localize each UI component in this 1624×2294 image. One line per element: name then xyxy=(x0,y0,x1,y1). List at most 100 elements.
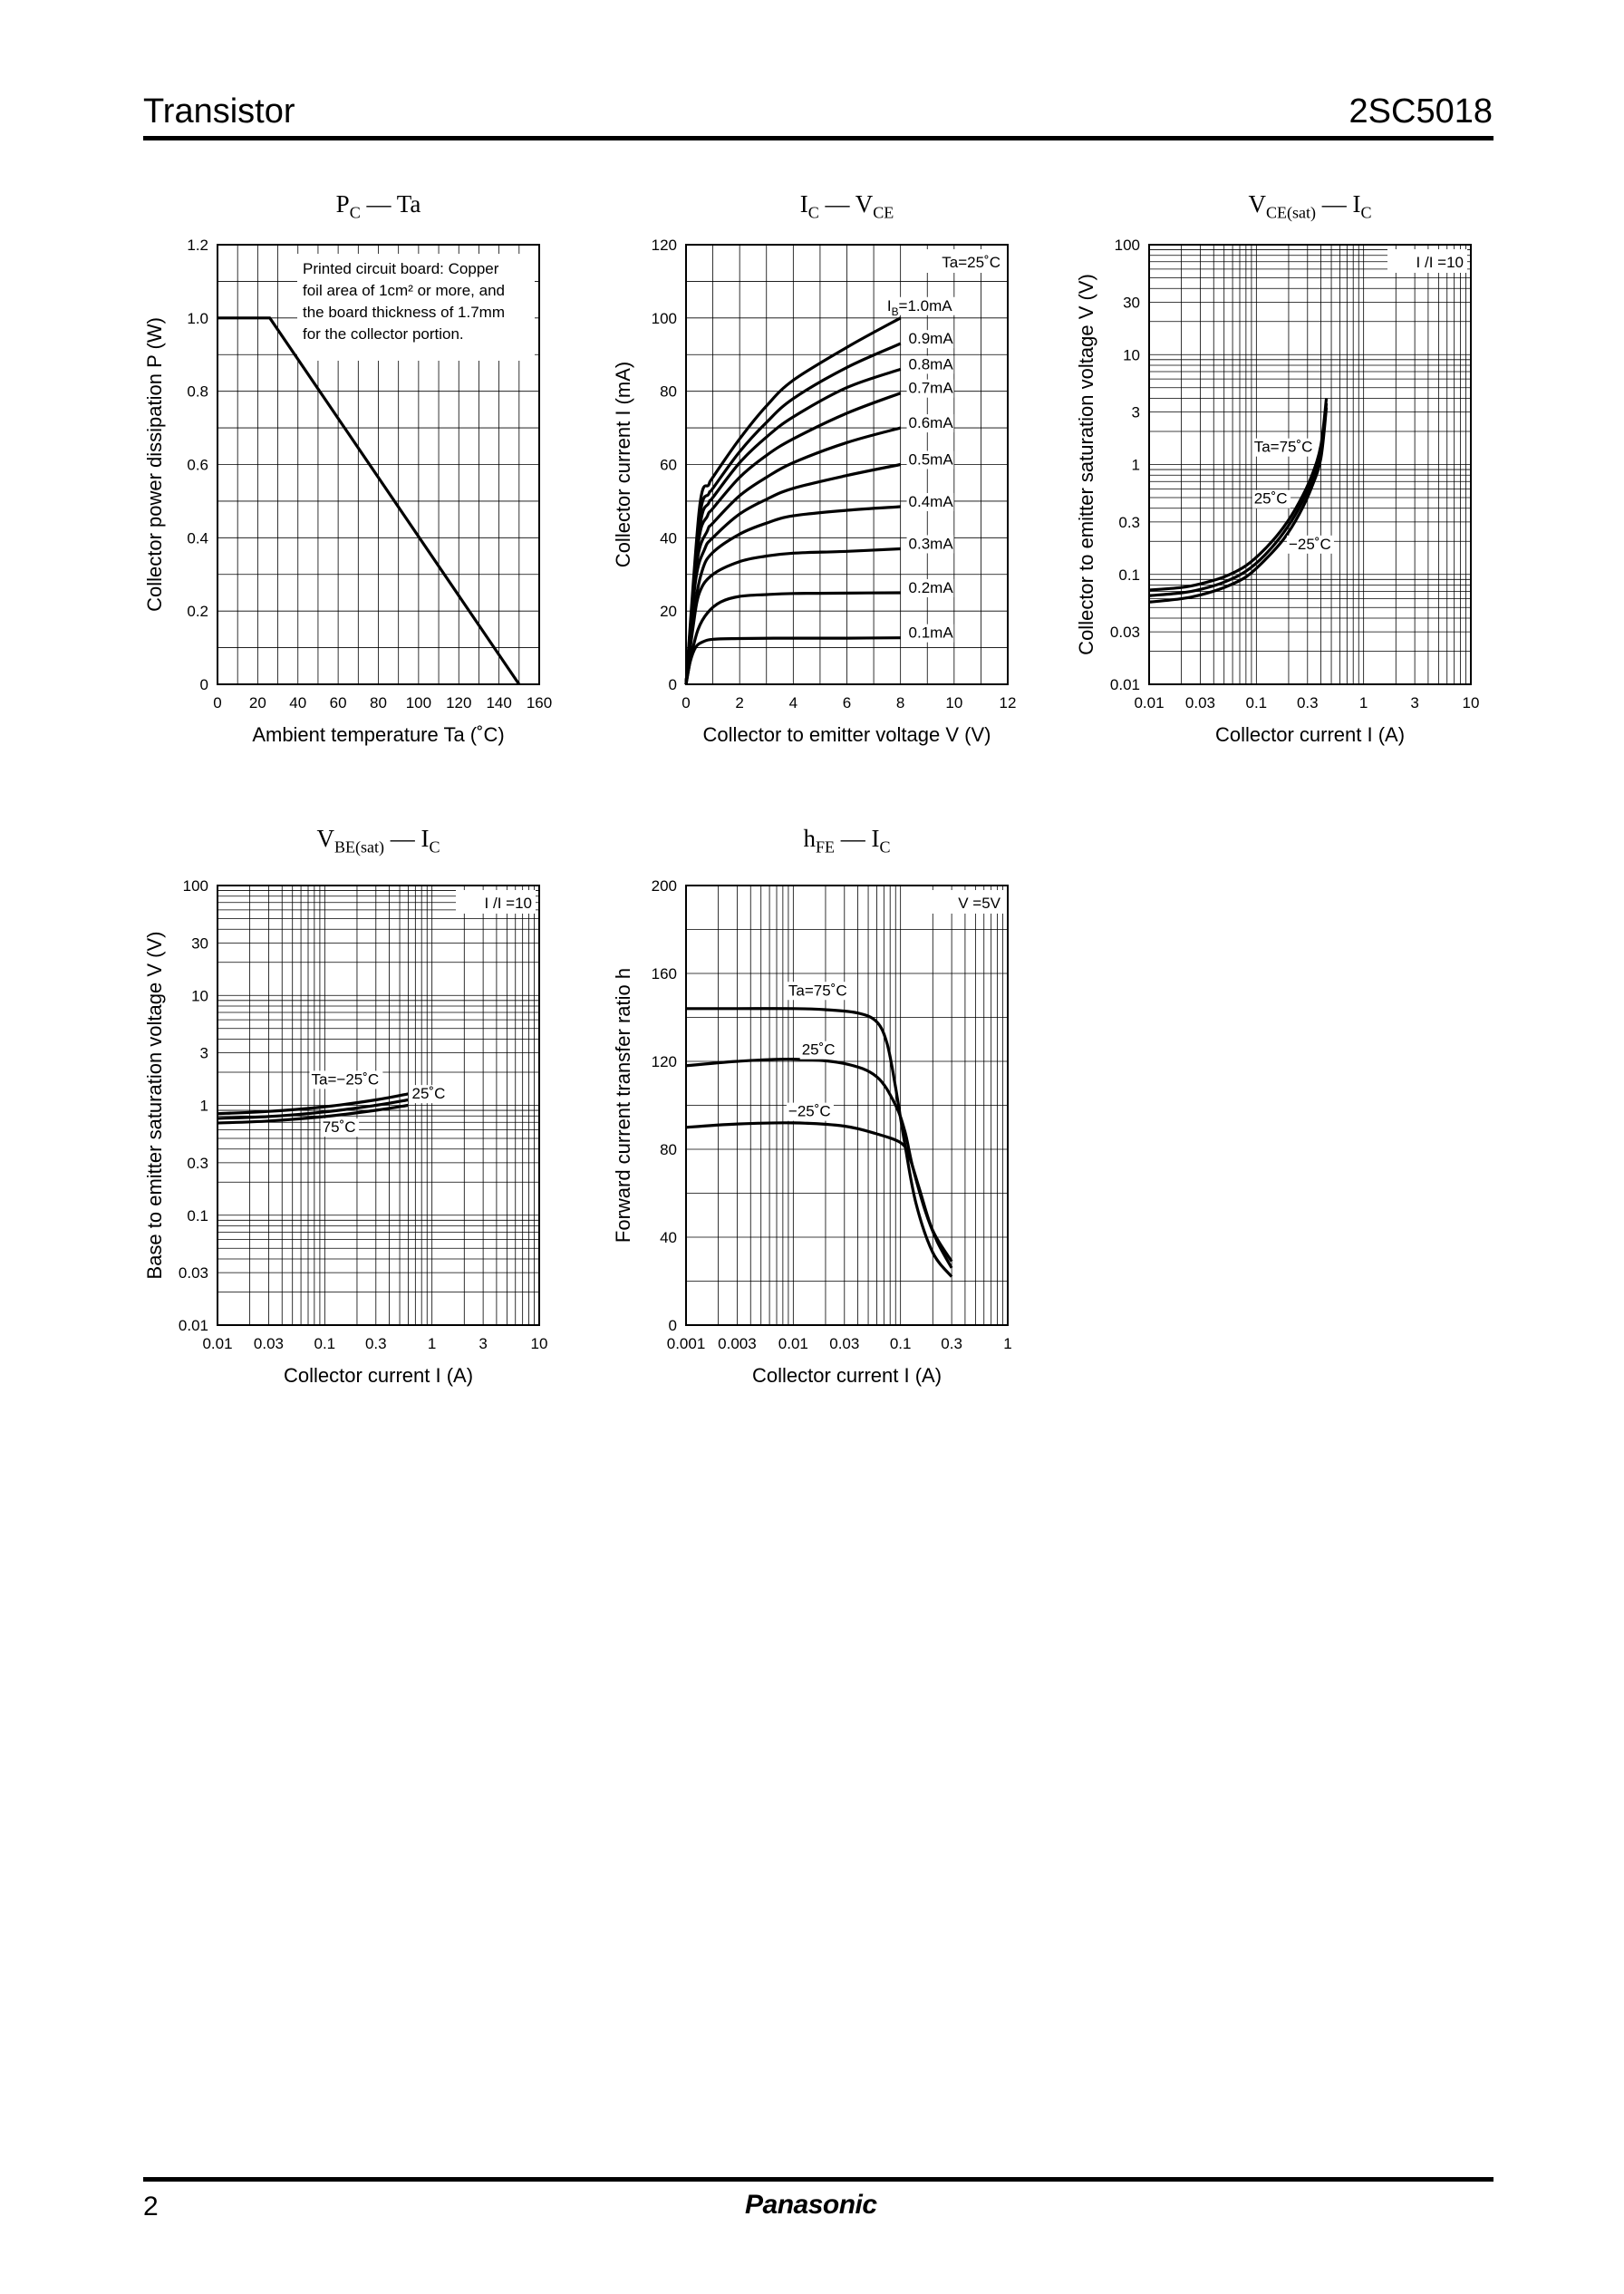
vcesat-ic-ylabel: Collector to emitter saturation voltage … xyxy=(1075,274,1097,655)
ic-vce-chart: 0 2 4 6 8 10 12 0 20 40 60 80 100 120 Collector to emi… xyxy=(612,237,1016,746)
pc-ta-note-bg xyxy=(297,254,535,361)
vbesat-ic-ytick-label: 1 xyxy=(200,1098,208,1115)
ic-vce-xtick-label: 0 xyxy=(682,694,690,711)
pc-ta-title: PC — Ta xyxy=(335,190,421,222)
pc-ta-note-line: Printed circuit board: Copper xyxy=(303,260,499,277)
vbesat-ic-series-1 xyxy=(217,1092,409,1116)
vcesat-ic-curve-label: Ta=75˚C xyxy=(1254,439,1313,456)
pc-ta-xtick-label: 60 xyxy=(330,694,347,711)
vbesat-ic-condition-bg xyxy=(456,890,536,914)
ic-vce-ytick-label: 80 xyxy=(660,383,677,401)
vcesat-ic-label-bg xyxy=(1252,438,1317,457)
vcesat-ic-ytick-label: 1 xyxy=(1132,457,1140,474)
pc-ta-ytick-label: 1.2 xyxy=(187,237,208,254)
vbesat-ic-xlabel: Collector current I (A) xyxy=(284,1364,473,1387)
hfe-ic-condition: V =5V xyxy=(958,895,1000,912)
ic-vce-xtick-label: 6 xyxy=(843,694,851,711)
pc-ta-plot: 0 20 40 60 80 100 120 140 160 0 0.2 0.4 0.6 0.8 1.0 1.2… xyxy=(143,237,552,746)
pc-ta-xtick-label: 80 xyxy=(370,694,387,711)
hfe-ic-xtick-label: 0.3 xyxy=(941,1335,962,1352)
vcesat-ic-xtick-label: 0.01 xyxy=(1134,694,1164,711)
vbesat-ic-xtick-label: 0.01 xyxy=(202,1335,232,1352)
hfe-ic-xtick-label: 0.001 xyxy=(667,1335,706,1352)
vcesat-ic-plot: 0.01 0.03 0.1 0.3 1 3 10 0.01 0.03 0.1 0.3 1 3 10 30 10… xyxy=(1075,237,1479,746)
brand-logo: Panasonic xyxy=(745,2190,877,2220)
hfe-ic-xtick-label: 1 xyxy=(1003,1335,1011,1352)
ic-vce-label-bg xyxy=(906,379,954,398)
vcesat-ic-ytick-label: 100 xyxy=(1115,237,1140,254)
vcesat-ic-frame xyxy=(1148,244,1472,685)
ic-vce-series-2 xyxy=(684,591,901,685)
ic-vce-label-bg xyxy=(884,296,959,315)
vcesat-ic-ytick-label: 0.03 xyxy=(1110,624,1140,641)
ic-vce-curve-label: 0.5mA xyxy=(909,451,954,469)
vbesat-ic-chart: 0.01 0.03 0.1 0.3 1 3 10 0.01 0.03 0.1 0.3 1 3 10 30 10… xyxy=(143,877,547,1387)
vcesat-ic-series-2 xyxy=(1148,402,1329,597)
hfe-ic-curve-label: −25˚C xyxy=(788,1103,831,1120)
hfe-ic-series-3 xyxy=(685,1121,953,1263)
ic-vce-xlabel: Collector to emitter voltage V (V) xyxy=(703,723,991,746)
part-number: 2SC5018 xyxy=(1348,92,1493,131)
vbesat-ic-label-bg xyxy=(410,1085,449,1104)
ic-vce-curve-label: 0.2mA xyxy=(909,579,954,596)
vcesat-ic-xtick-label: 10 xyxy=(1463,694,1480,711)
hfe-ic-grid xyxy=(685,885,1009,1326)
ic-vce-label-bg xyxy=(906,355,954,374)
ic-vce-curve-label: 0.7mA xyxy=(909,380,954,397)
vcesat-ic-label-bg xyxy=(1286,535,1334,554)
ic-vce-ytick-label: 120 xyxy=(652,237,677,254)
ic-vce-label-bg xyxy=(906,450,954,469)
ic-vce-series-4 xyxy=(684,505,901,685)
ic-vce-curve-label: 0.6mA xyxy=(909,414,954,431)
pc-ta-note-line: the board thickness of 1.7mm xyxy=(303,304,505,321)
vbesat-ic-grid xyxy=(217,885,540,1326)
vbesat-ic-xtick-label: 1 xyxy=(428,1335,436,1352)
ic-vce-ytick-label: 100 xyxy=(652,310,677,327)
pc-ta-ylabel: Collector power dissipation P (W) xyxy=(143,317,166,612)
vcesat-ic-xtick-label: 1 xyxy=(1359,694,1368,711)
vbesat-ic-ytick-label: 10 xyxy=(191,987,208,1004)
ic-vce-condition-bg xyxy=(914,249,1004,273)
ic-vce-xtick-label: 10 xyxy=(945,694,962,711)
pc-ta-ytick-label: 0.4 xyxy=(187,529,208,547)
vbesat-ic-condition: I /I =10 xyxy=(485,895,532,912)
ic-vce-ytick-label: 40 xyxy=(660,529,677,547)
header-rule xyxy=(143,136,1494,140)
document-category: Transistor xyxy=(143,92,295,131)
hfe-ic-xtick-label: 0.003 xyxy=(718,1335,757,1352)
vcesat-ic-curve-label: −25˚C xyxy=(1289,536,1331,553)
ic-vce-grid xyxy=(685,244,1009,685)
hfe-ic-curve-label: 25˚C xyxy=(802,1041,836,1059)
vbesat-ic-ytick-label: 3 xyxy=(200,1045,208,1062)
vcesat-ic-ytick-label: 0.01 xyxy=(1110,676,1140,693)
hfe-ic-chart: 0.001 0.003 0.01 0.03 0.1 0.3 1 0 40 80 120 160 200 C… xyxy=(612,877,1012,1387)
pc-ta-xtick-label: 20 xyxy=(249,694,266,711)
vbesat-ic-frame xyxy=(217,885,540,1326)
hfe-ic-label-bg xyxy=(786,1102,834,1121)
pc-ta-series-1 xyxy=(218,316,521,685)
hfe-ic-curve-label: Ta=75˚C xyxy=(788,982,847,999)
vcesat-ic-curve-label: 25˚C xyxy=(1254,490,1288,508)
vbesat-ic-ytick-label: 0.03 xyxy=(179,1264,208,1282)
pc-ta-xtick-label: 0 xyxy=(213,694,221,711)
hfe-ic-xtick-label: 0.03 xyxy=(829,1335,859,1352)
pc-ta-ytick-label: 0.2 xyxy=(187,603,208,620)
ic-vce-curve-label: 0.8mA xyxy=(909,355,954,373)
vcesat-ic-label-bg xyxy=(1252,489,1291,508)
hfe-ic-xtick-label: 0.1 xyxy=(890,1335,912,1352)
ic-vce-label-bg xyxy=(906,535,954,554)
hfe-ic-condition-bg xyxy=(924,890,1004,914)
ic-vce-xtick-label: 4 xyxy=(789,694,798,711)
pc-ta-xtick-label: 40 xyxy=(289,694,306,711)
vcesat-ic-condition-bg xyxy=(1387,249,1467,273)
vcesat-ic-series-3 xyxy=(1148,407,1329,604)
vbesat-ic-ylabel: Base to emitter saturation voltage V (V) xyxy=(143,932,166,1280)
vcesat-ic-xlabel: Collector current I (A) xyxy=(1215,723,1405,746)
vbesat-ic-series-3 xyxy=(217,1103,409,1125)
vcesat-ic-chart: 0.01 0.03 0.1 0.3 1 3 10 0.01 0.03 0.1 0.3 1 3 10 30 10… xyxy=(1075,237,1479,746)
ic-vce-curve-label: 0.9mA xyxy=(909,330,954,347)
vbesat-ic-ytick-label: 0.3 xyxy=(187,1155,208,1172)
pc-ta-ytick-label: 0.6 xyxy=(187,457,208,474)
vbesat-ic-curve-label: 25˚C xyxy=(412,1085,446,1102)
